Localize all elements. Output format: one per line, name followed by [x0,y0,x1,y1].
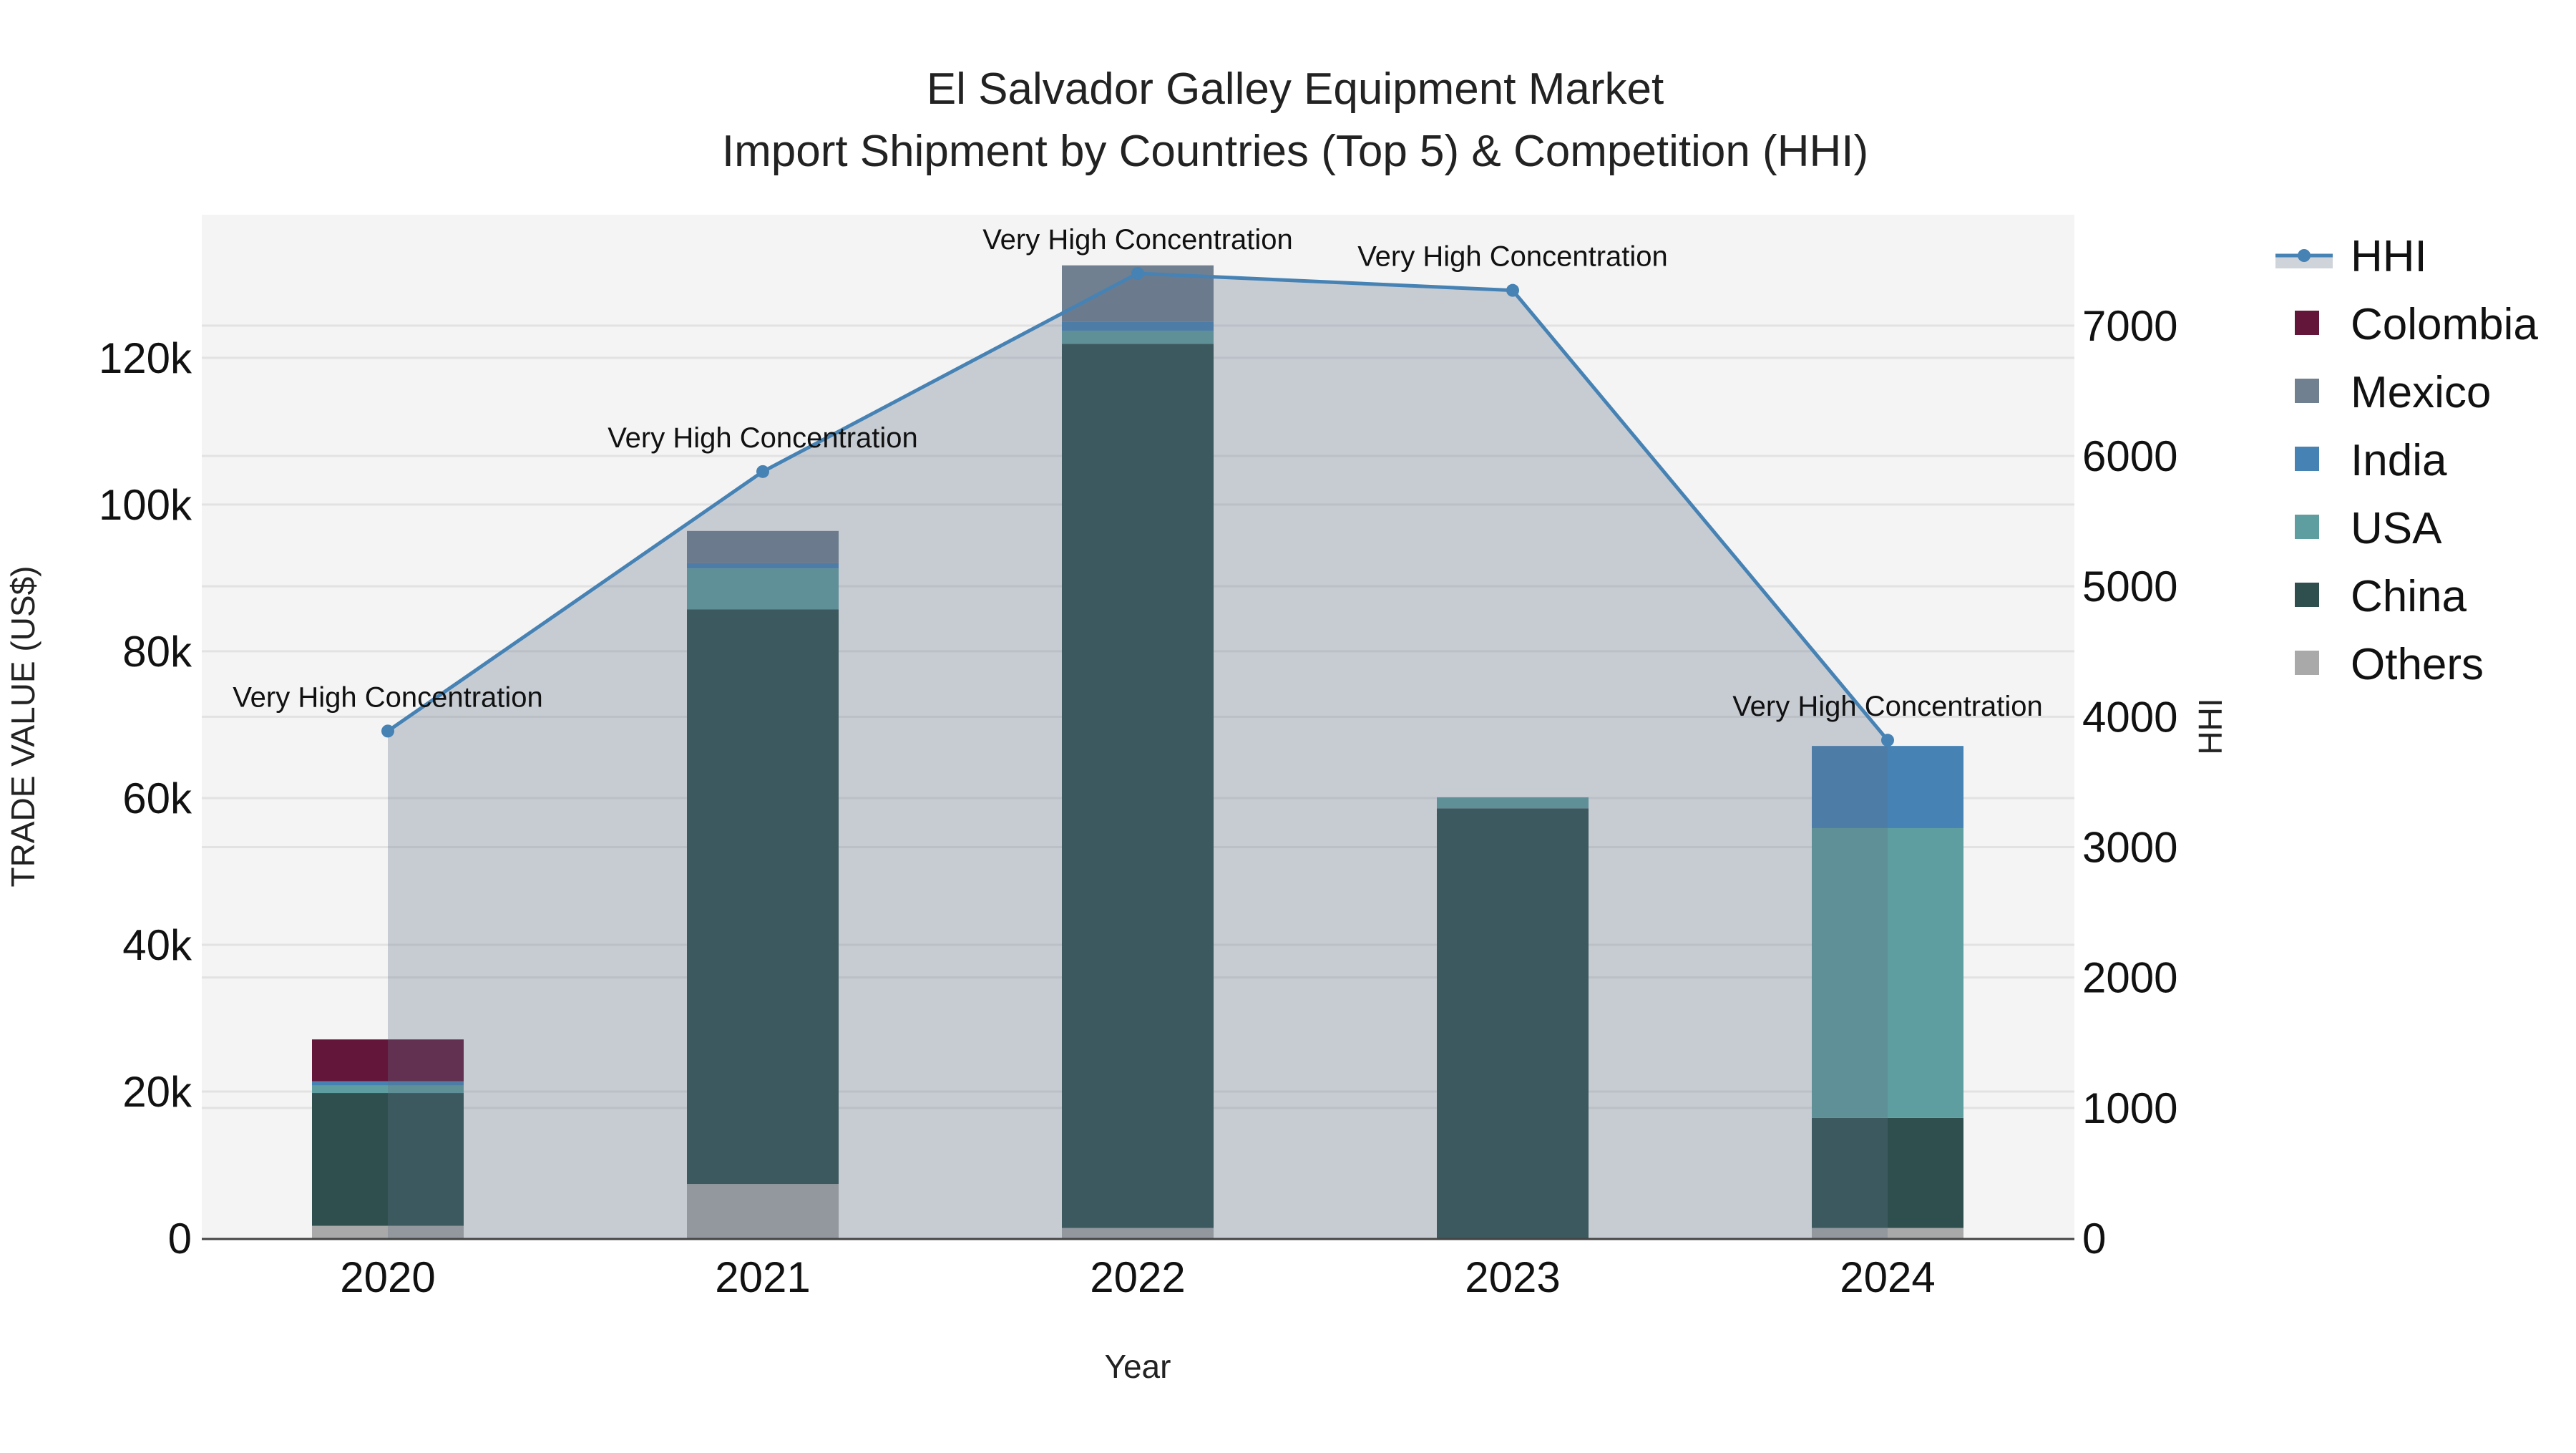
x-tick-label: 2022 [1090,1253,1185,1301]
y2-axis-ticks: 0 1000 2000 3000 4000 5000 6000 7000 [2082,302,2177,1263]
bar-china-2024[interactable] [1812,1117,1963,1228]
hhi-point-2022[interactable] [1131,266,1144,280]
legend-swatch-mexico [2295,379,2319,403]
annotations: Very High Concentration Very High Concent… [233,224,2043,722]
y2-tick-label: 6000 [2082,432,2177,480]
bar-china-2021[interactable] [687,609,839,1185]
hhi-point-2024[interactable] [1881,734,1894,747]
bar-usa-2021[interactable] [687,568,839,610]
annotation-label: Very High Concentration [982,224,1293,256]
hhi-point-2021[interactable] [756,465,769,478]
legend-label-hhi[interactable]: HHI [2351,232,2427,281]
y2-tick-label: 3000 [2082,824,2177,872]
bar-usa-2023[interactable] [1437,797,1589,809]
y-tick-label: 20k [122,1068,192,1116]
x-axis-ticks: 2020 2021 2022 2023 2024 [340,1253,1935,1301]
bar-china-2020[interactable] [312,1093,464,1226]
y2-tick-label: 1000 [2082,1084,2177,1132]
y-tick-label: 60k [122,774,192,822]
legend-swatch-india [2295,447,2319,471]
y2-tick-label: 5000 [2082,563,2177,611]
legend-label-mexico[interactable]: Mexico [2351,368,2491,417]
bar-china-2022[interactable] [1062,344,1214,1228]
bar-india-2020[interactable] [312,1081,464,1086]
hhi-area [388,273,1888,1239]
hhi-point-2020[interactable] [381,724,394,738]
chart-title: El Salvador Galley Equipment Market [927,64,1664,114]
bar-others-2021[interactable] [687,1184,839,1238]
bar-others-2020[interactable] [312,1225,464,1238]
hhi-area-fill [388,273,1888,1239]
hhi-point-2023[interactable] [1506,283,1519,297]
y-axis-title: TRADE VALUE (US$) [4,565,42,887]
y-axis-ticks: 0 20k 40k 60k 80k 100k 120k [99,334,192,1263]
bars [312,265,1963,1238]
annotation-label: Very High Concentration [233,681,543,713]
x-axis-title: Year [1105,1348,1171,1385]
bar-others-2022[interactable] [1062,1228,1214,1238]
legend-label-india[interactable]: India [2351,436,2447,485]
x-tick-label: 2024 [1840,1253,1935,1301]
legend-hhi-marker-icon [2298,249,2311,262]
bar-india-2021[interactable] [687,563,839,569]
bar-usa-2022[interactable] [1062,330,1214,344]
bar-mexico-2021[interactable] [687,530,839,563]
chart-subtitle: Import Shipment by Countries (Top 5) & C… [722,127,1868,176]
y2-tick-label: 0 [2082,1215,2106,1263]
legend-label-china[interactable]: China [2351,572,2467,621]
bar-usa-2024[interactable] [1812,827,1963,1118]
legend-swatch-china [2295,583,2319,607]
legend-label-colombia[interactable]: Colombia [2351,300,2538,349]
y2-tick-label: 7000 [2082,302,2177,350]
hhi-line [381,266,1894,747]
bar-colombia-2020[interactable] [312,1039,464,1082]
legend-label-others[interactable]: Others [2351,640,2484,689]
bar-india-2022[interactable] [1062,321,1214,331]
y-tick-label: 100k [99,481,192,529]
legend-swatch-others [2295,651,2319,675]
bar-usa-2020[interactable] [312,1085,464,1094]
legend: HHI Colombia Mexico India USA China Others [2275,232,2538,689]
y2-axis-title: HHI [2192,698,2229,754]
bar-china-2023[interactable] [1437,808,1589,1238]
annotation-label: Very High Concentration [608,422,918,454]
x-tick-label: 2023 [1465,1253,1560,1301]
legend-swatch-usa [2295,515,2319,539]
legend-label-usa[interactable]: USA [2351,504,2442,553]
bar-others-2024[interactable] [1812,1228,1963,1238]
x-tick-label: 2021 [715,1253,810,1301]
y-tick-label: 120k [99,334,192,382]
y-tick-label: 0 [168,1215,192,1263]
legend-swatch-colombia [2295,311,2319,335]
bar-india-2024[interactable] [1812,746,1963,828]
annotation-label: Very High Concentration [1357,241,1668,273]
y2-tick-label: 4000 [2082,693,2177,741]
y2-tick-label: 2000 [2082,954,2177,1002]
x-tick-label: 2020 [340,1253,435,1301]
y-tick-label: 40k [122,921,192,969]
y-tick-label: 80k [122,628,192,676]
annotation-label: Very High Concentration [1732,691,2043,722]
